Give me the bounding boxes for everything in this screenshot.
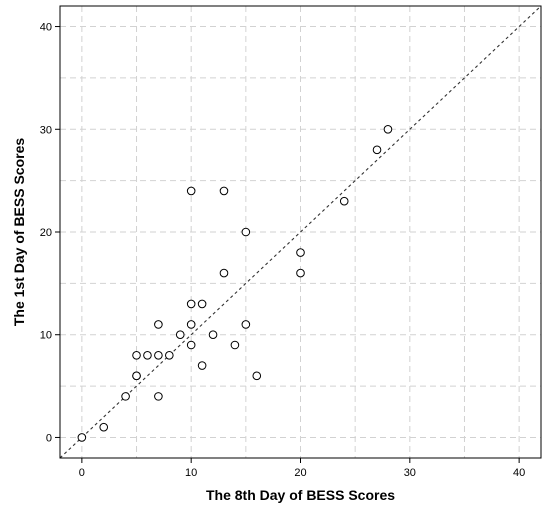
data-points [77, 124, 393, 442]
y-tick-label: 20 [40, 227, 52, 239]
data-point [208, 330, 218, 340]
x-tick-label: 30 [404, 467, 416, 479]
data-point [383, 124, 393, 134]
data-point [339, 196, 349, 206]
data-point [165, 350, 174, 360]
x-tick-label: 20 [294, 467, 306, 479]
data-point [241, 320, 251, 329]
data-point [143, 350, 152, 360]
x-axis-title: The 8th Day of BESS Scores [206, 487, 395, 503]
data-point [296, 268, 305, 278]
data-point [219, 268, 229, 278]
y-tick-label: 10 [40, 330, 52, 342]
x-tick-label: 0 [79, 467, 85, 479]
y-tick-label: 40 [40, 22, 52, 34]
x-axis: 0 10 20 30 40 [79, 458, 525, 479]
reference-line [59, 5, 542, 459]
data-point [230, 340, 240, 350]
data-point [372, 145, 382, 155]
data-point [121, 392, 130, 401]
x-tick-label: 40 [513, 467, 525, 479]
data-point [132, 371, 141, 381]
data-point [241, 227, 251, 237]
data-point [252, 371, 262, 381]
data-point [154, 392, 163, 401]
y-tick-label: 0 [46, 432, 52, 444]
y-axis: 0 10 20 30 40 [40, 22, 60, 444]
data-point [197, 299, 207, 309]
data-point [99, 422, 109, 432]
data-point [219, 186, 229, 196]
y-tick-label: 30 [40, 124, 52, 136]
data-point [186, 299, 196, 309]
data-point [186, 186, 196, 196]
data-point [296, 248, 305, 257]
data-point [77, 433, 87, 442]
data-point [186, 320, 196, 329]
data-point [175, 330, 185, 340]
data-point [197, 361, 207, 370]
data-point [186, 340, 196, 350]
grid [60, 6, 541, 458]
data-point [154, 350, 163, 360]
y-axis-title: The 1st Day of BESS Scores [11, 138, 27, 327]
x-tick-label: 10 [185, 467, 197, 479]
data-point [132, 350, 141, 360]
data-point [154, 320, 163, 329]
